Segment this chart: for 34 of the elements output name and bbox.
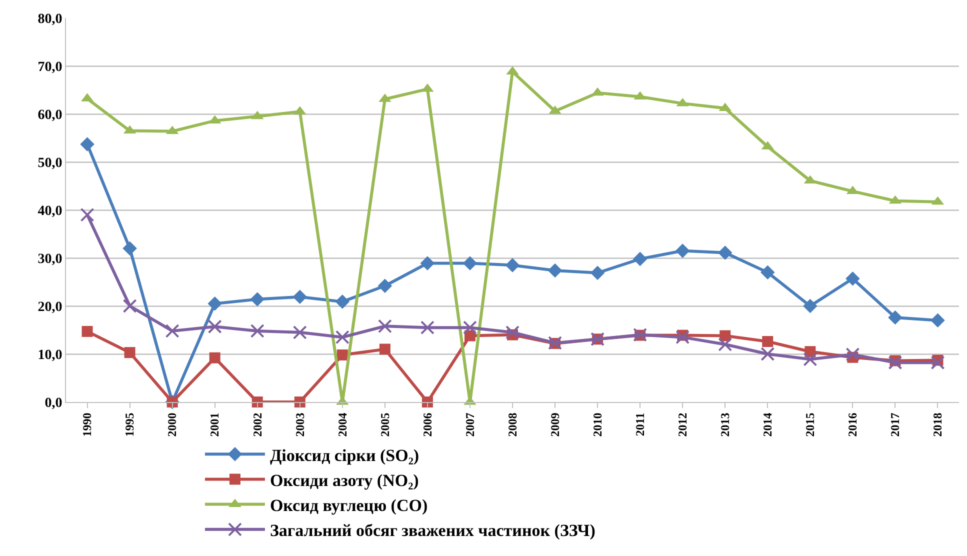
y-tick-label: 20,0 — [38, 300, 62, 315]
x-tick-label: 2013 — [718, 412, 732, 437]
legend-label: Загальний обсяг зважених частинок (ЗЗЧ) — [270, 521, 596, 540]
x-tick-label: 2014 — [760, 412, 775, 437]
y-tick-label: 70,0 — [38, 60, 62, 75]
y-tick-label: 80,0 — [38, 12, 62, 27]
y-tick-label: 0,0 — [44, 396, 62, 411]
y-tick-label: 60,0 — [38, 108, 62, 123]
x-tick-label: 2018 — [930, 412, 945, 437]
x-tick-label: 2012 — [676, 412, 690, 437]
x-tick-label: 2009 — [548, 412, 562, 437]
x-tick-label: 2000 — [165, 412, 180, 437]
x-tick-label: 2017 — [888, 412, 902, 437]
legend-label: Діоксид сірки (SO₂) — [270, 446, 420, 465]
x-tick-label: 2004 — [335, 412, 350, 437]
y-tick-label: 40,0 — [38, 204, 62, 219]
y-tick-label: 50,0 — [38, 156, 62, 171]
y-tick-label: 30,0 — [38, 252, 62, 267]
y-tick-label: 10,0 — [38, 348, 62, 363]
x-tick-label: 2002 — [250, 412, 264, 437]
x-tick-label: 2008 — [505, 412, 520, 437]
legend-label: Оксид вуглецю (CO) — [270, 496, 428, 515]
x-tick-label: 1995 — [122, 412, 137, 437]
legend-label: Оксиди азоту (NO₂) — [270, 470, 419, 490]
x-tick-label: 2005 — [378, 412, 392, 437]
x-tick-label: 2010 — [590, 412, 604, 437]
x-tick-label: 1990 — [80, 412, 94, 437]
x-tick-label: 2015 — [803, 412, 818, 437]
x-tick-label: 2006 — [420, 412, 434, 437]
x-tick-label: 2001 — [208, 412, 222, 437]
x-tick-label: 2011 — [632, 412, 647, 436]
x-tick-label: 2003 — [292, 412, 307, 437]
x-tick-label: 2007 — [462, 412, 477, 437]
x-tick-label: 2016 — [846, 412, 860, 437]
